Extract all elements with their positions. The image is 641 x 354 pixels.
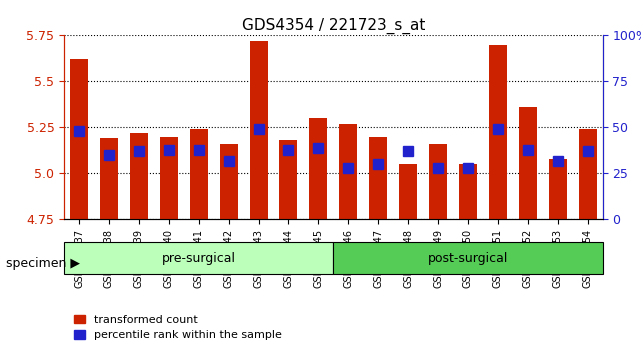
- Bar: [519, 107, 537, 219]
- Title: GDS4354 / 221723_s_at: GDS4354 / 221723_s_at: [242, 18, 425, 34]
- Bar: [399, 164, 417, 219]
- Text: post-surgical: post-surgical: [428, 252, 508, 265]
- Bar: [579, 129, 597, 219]
- Bar: [339, 124, 357, 219]
- Bar: [220, 144, 238, 219]
- FancyBboxPatch shape: [333, 242, 603, 274]
- Bar: [70, 59, 88, 219]
- Bar: [249, 41, 267, 219]
- Bar: [549, 159, 567, 219]
- Bar: [459, 164, 477, 219]
- Bar: [160, 137, 178, 219]
- FancyBboxPatch shape: [64, 242, 333, 274]
- Bar: [130, 133, 148, 219]
- Bar: [279, 140, 297, 219]
- Bar: [429, 144, 447, 219]
- Bar: [190, 129, 208, 219]
- Bar: [100, 138, 118, 219]
- Bar: [489, 45, 507, 219]
- Bar: [369, 137, 387, 219]
- Legend: transformed count, percentile rank within the sample: transformed count, percentile rank withi…: [70, 310, 287, 345]
- Bar: [310, 118, 328, 219]
- Text: pre-surgical: pre-surgical: [162, 252, 236, 265]
- Text: specimen ▶: specimen ▶: [6, 257, 80, 270]
